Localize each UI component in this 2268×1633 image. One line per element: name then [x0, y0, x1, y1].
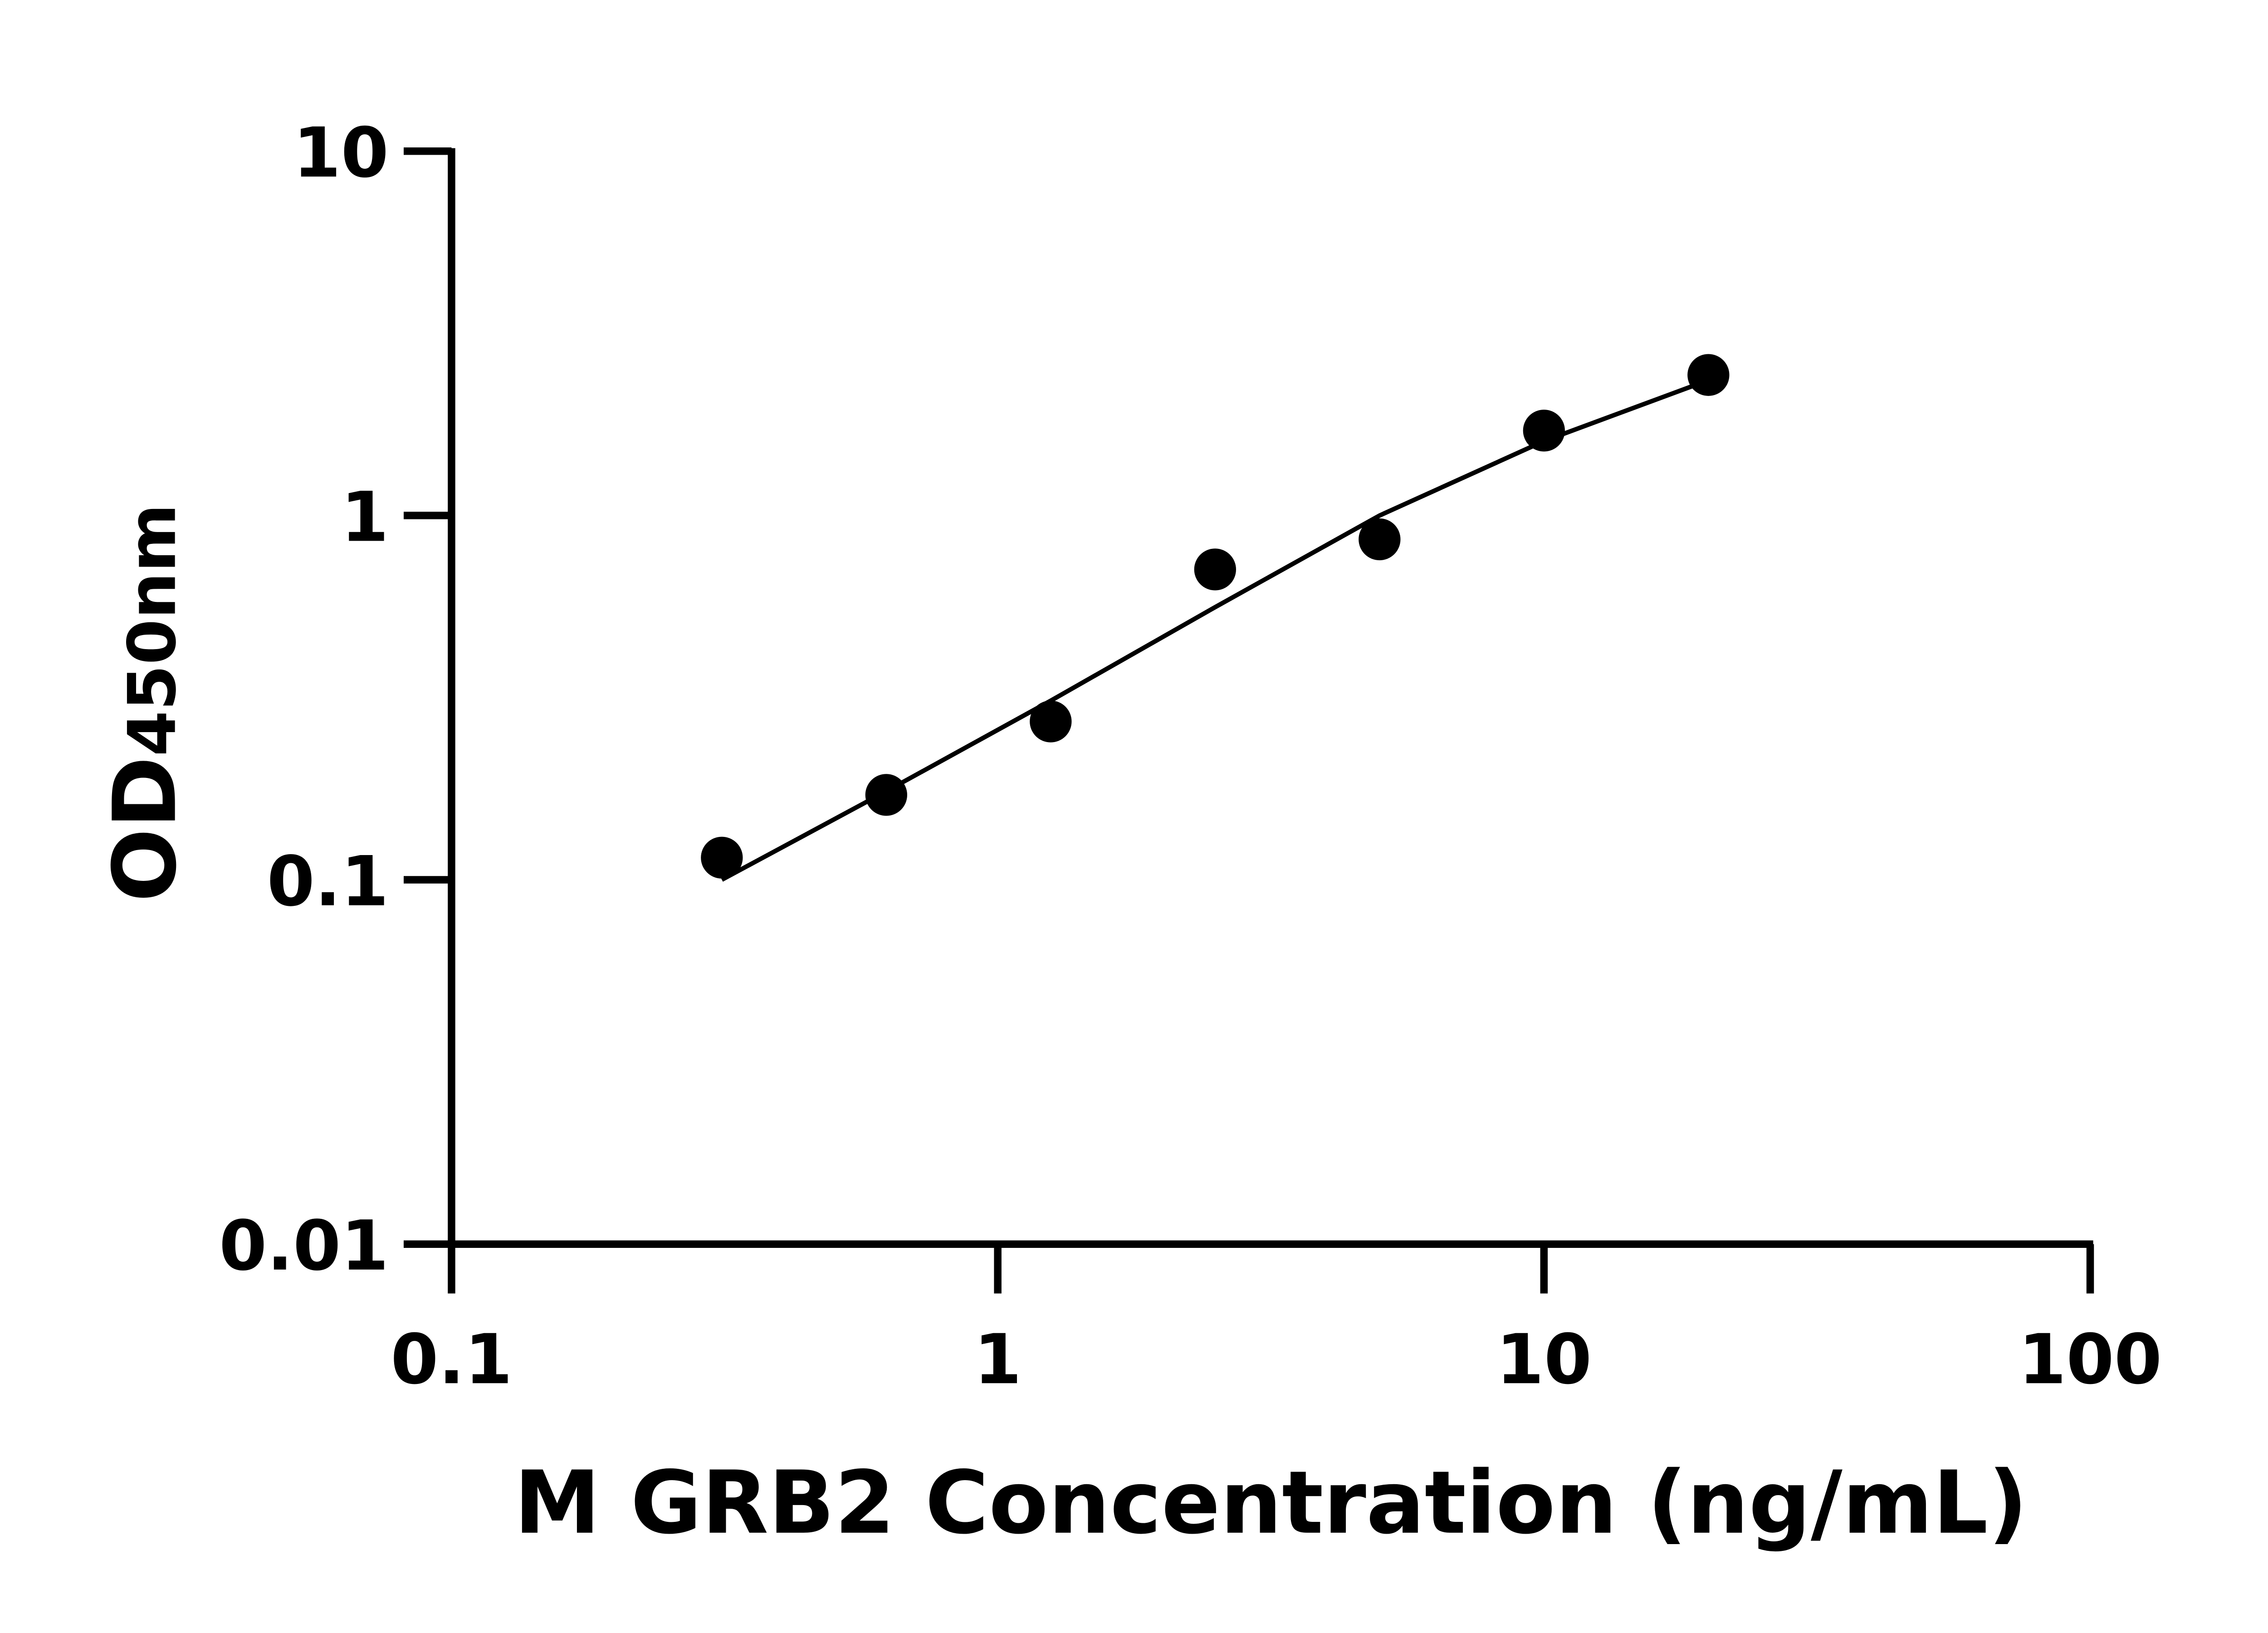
y-axis-title-sub: 450nm — [114, 504, 191, 756]
x-axis-title: M GRB2 Concentration (ng/mL) — [514, 1453, 2028, 1554]
axes — [403, 148, 2093, 1248]
y-axis-title-main: OD — [95, 756, 196, 902]
x-tick-label: 100 — [2019, 1319, 2162, 1399]
data-point — [1523, 410, 1565, 452]
y-tick-label: 10 — [293, 112, 389, 193]
y-tick-label: 0.01 — [219, 1206, 389, 1286]
data-point — [1359, 518, 1401, 561]
data-point — [865, 774, 907, 816]
y-axis-title: OD450nm — [95, 504, 196, 902]
data-point — [1687, 354, 1730, 396]
x-tick-label: 0.1 — [391, 1319, 513, 1399]
data-point — [1030, 700, 1072, 743]
y-tick-label: 1 — [341, 477, 389, 557]
x-tick-label: 1 — [974, 1319, 1022, 1399]
x-tick-label: 10 — [1496, 1319, 1592, 1399]
data-point — [1194, 548, 1236, 591]
data-point — [701, 836, 743, 879]
y-tick-label: 0.1 — [267, 841, 389, 922]
